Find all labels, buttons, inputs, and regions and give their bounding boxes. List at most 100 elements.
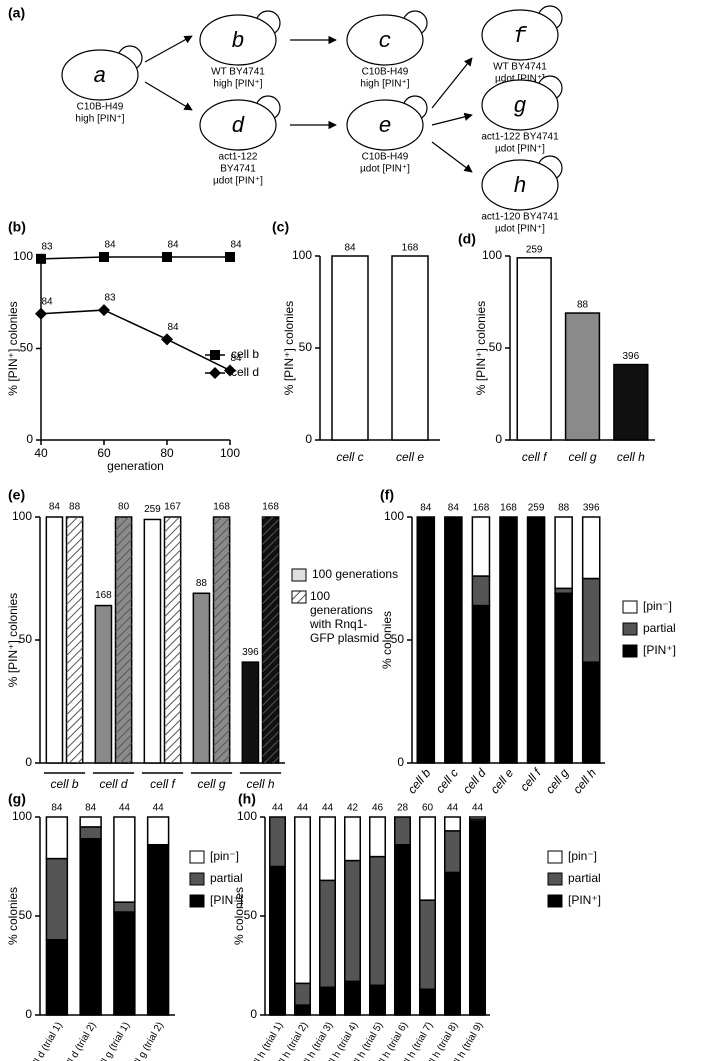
count-label: 42	[347, 803, 359, 814]
bar-segment	[581, 516, 601, 580]
legend-label: 100 generations with Rnq1-GFP plasmid	[310, 589, 380, 645]
bar-segment	[113, 911, 136, 1016]
y-tick-label: 100	[384, 509, 404, 523]
cell-label: high [PIN⁺]	[213, 79, 262, 90]
x-tick-label: cell e	[487, 766, 516, 797]
x-tick-label: cell e	[396, 450, 424, 464]
x-tick-label: cell g	[568, 450, 596, 464]
bar-segment	[471, 575, 491, 607]
y-axis-title: % [PIN⁺] colonies	[282, 301, 296, 395]
count-label: 259	[528, 503, 545, 514]
bar	[613, 363, 649, 441]
y-tick-label: 0	[25, 755, 32, 769]
arrow	[431, 112, 473, 126]
cell-label: BY4741	[220, 164, 256, 175]
bar	[331, 255, 369, 441]
x-tick-label: cell g	[197, 777, 225, 791]
arrow	[431, 57, 473, 109]
x-tick-label: cell h (trial 1)	[247, 1020, 285, 1061]
x-tick-label: 100	[220, 446, 240, 460]
count-label: 46	[372, 803, 384, 814]
x-tick-label: 40	[34, 446, 48, 460]
cell-body	[346, 14, 424, 66]
bar-segment	[269, 865, 286, 1016]
bar-segment	[369, 855, 386, 987]
bar-segment	[471, 604, 491, 764]
count-label: 44	[153, 803, 165, 814]
count-label: 168	[402, 243, 419, 254]
bar-segment	[344, 980, 361, 1016]
count-label: 84	[420, 503, 432, 514]
bar	[45, 516, 64, 764]
x-tick-label: cell d	[99, 777, 127, 791]
y-tick-label: 100	[12, 809, 32, 823]
y-axis-title: % [PIN⁺] colonies	[6, 301, 20, 395]
bar	[143, 518, 162, 764]
hatch-overlay	[262, 517, 279, 763]
bar-segment	[369, 816, 386, 858]
legend-label: [pin⁻]	[643, 599, 672, 613]
bar-segment	[294, 982, 311, 1006]
x-tick-label: cell h	[246, 777, 274, 791]
legend-swatch	[291, 590, 307, 604]
count-label: 396	[583, 503, 600, 514]
count-label: 28	[397, 803, 409, 814]
y-tick-label: 50	[244, 908, 258, 922]
cell-label: µdot [PIN⁺]	[213, 176, 263, 187]
x-tick-label: cell f	[150, 777, 176, 791]
x-tick-label: cell f	[517, 765, 545, 794]
bar-segment	[581, 577, 601, 663]
y-axis-title: % colonies	[232, 887, 246, 945]
panel-label: (a)	[8, 5, 25, 21]
bar-segment	[319, 986, 336, 1016]
marker	[162, 252, 172, 262]
marker	[99, 252, 109, 262]
count-label: 84	[49, 502, 61, 513]
count-label: 84	[230, 353, 242, 364]
marker	[36, 253, 46, 264]
marker	[224, 364, 236, 377]
bar-segment	[146, 816, 170, 846]
count-label: 83	[41, 241, 53, 252]
bar-segment	[344, 859, 361, 983]
count-label: 168	[262, 502, 279, 513]
x-tick-label: cell b	[405, 766, 434, 797]
legend-swatch	[622, 622, 638, 636]
bar	[516, 257, 552, 441]
cell-letter: g	[513, 94, 526, 119]
cell-label: µdot [PIN⁺]	[360, 164, 410, 175]
bar	[94, 604, 113, 764]
marker	[98, 304, 110, 317]
cell-body	[199, 14, 277, 66]
count-label: 84	[104, 240, 116, 251]
legend-swatch	[189, 872, 205, 886]
hatch-overlay	[115, 517, 132, 763]
count-label: 88	[196, 578, 208, 589]
cell-label: µdot [PIN⁺]	[495, 144, 545, 155]
marker	[225, 252, 235, 262]
count-label: 60	[422, 803, 434, 814]
y-tick-label: 0	[26, 432, 33, 446]
count-label: 88	[558, 503, 570, 514]
count-label: 84	[230, 240, 242, 251]
marker	[161, 333, 173, 346]
panel-label: (c)	[272, 219, 289, 235]
legend-label: [pin⁻]	[210, 849, 239, 863]
panel-label: (e)	[8, 487, 25, 503]
cell-letter: f	[513, 24, 527, 49]
series-line	[40, 256, 230, 260]
bar-segment	[113, 816, 136, 903]
count-label: 44	[472, 803, 484, 814]
x-tick-label: cell c	[336, 450, 363, 464]
cell-label: high [PIN⁺]	[360, 79, 409, 90]
marker	[210, 350, 220, 360]
cell-label: µdot [PIN⁺]	[495, 74, 545, 85]
bar-segment	[319, 816, 336, 882]
legend-label: partial	[643, 621, 676, 635]
legend-label: cell b	[231, 347, 259, 361]
cell-body	[199, 99, 277, 151]
panel-label: (g)	[8, 791, 26, 807]
arrow	[144, 35, 193, 63]
cell-letter: h	[513, 174, 526, 199]
x-tick-label: cell f	[522, 450, 548, 464]
